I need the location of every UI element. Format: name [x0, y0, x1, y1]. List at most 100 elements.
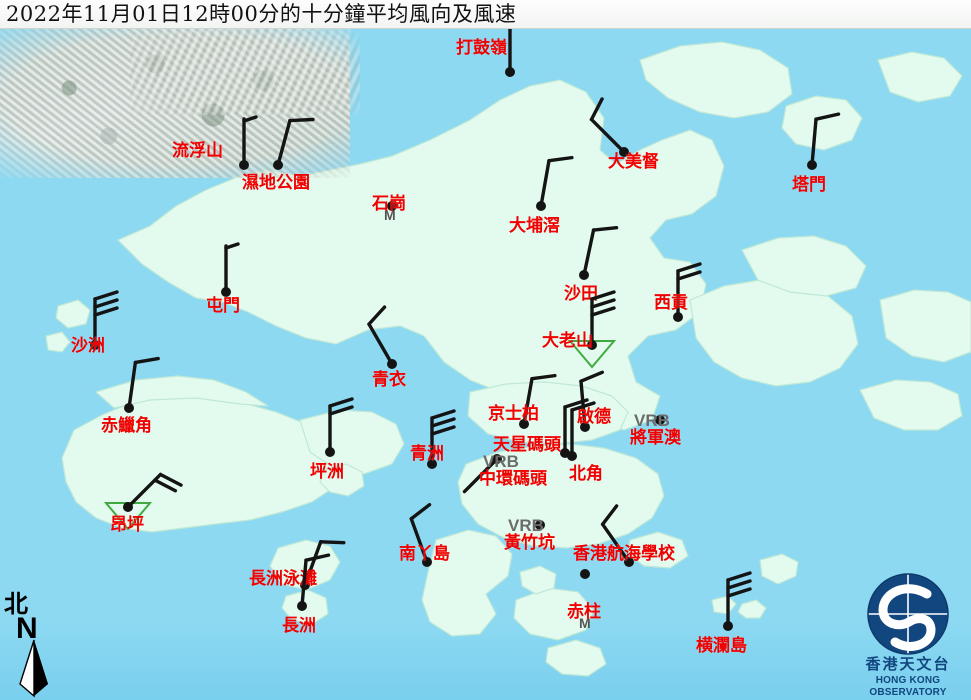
wind-barb-icon	[93, 290, 119, 347]
station-dot	[325, 447, 335, 457]
station-label: 京士柏	[488, 404, 539, 424]
wind-barb-icon	[810, 112, 841, 167]
station-dot	[560, 448, 570, 458]
wind-barb-icon	[589, 97, 626, 154]
station-label: 長洲	[282, 616, 316, 636]
station-dot	[624, 557, 634, 567]
vrb-indicator: VRB	[508, 516, 544, 535]
station-dot	[422, 557, 432, 567]
wind-barb-icon	[579, 370, 604, 429]
wind-barb-icon	[726, 571, 752, 628]
station-label: 沙洲	[71, 336, 105, 356]
logo-label-en: HONG KONG OBSERVATORY	[869, 675, 947, 698]
station-dot	[297, 601, 307, 611]
station-dot	[723, 621, 733, 631]
missing-data-indicator: M	[579, 615, 591, 631]
wind-barb-icon	[328, 397, 354, 454]
station-dot	[567, 451, 577, 461]
station-dot	[90, 340, 100, 350]
station-label: 大埔滘	[509, 216, 560, 236]
station-label: 將軍澳	[630, 428, 681, 448]
station-dot	[536, 201, 546, 211]
station-label: 流浮山	[172, 141, 223, 161]
wind-barb-icon	[367, 305, 394, 366]
compass-label-en: N	[16, 612, 38, 645]
station-label: 塔門	[792, 175, 826, 195]
wind-barb-icon	[590, 290, 616, 347]
wind-barb-icon	[430, 409, 456, 466]
station-label: 横瀾島	[696, 636, 747, 656]
station-label: 中環碼頭	[479, 469, 547, 489]
wind-barb-icon	[522, 373, 557, 426]
page-title: 2022年11月01日12時00分的十分鐘平均風向及風速	[6, 2, 517, 26]
station-dot	[579, 270, 589, 280]
station-dot	[580, 569, 590, 579]
station-label: 青洲	[410, 444, 444, 464]
north-arrow-icon	[19, 639, 48, 698]
station-label: 濕地公園	[242, 173, 310, 193]
wind-barb-icon	[127, 356, 160, 410]
wind-barb-icon	[242, 115, 258, 167]
station-dot	[387, 359, 397, 369]
station-label: 青衣	[372, 370, 406, 390]
wind-barb-icon	[409, 502, 432, 564]
wind-barb-icon	[303, 540, 346, 587]
station-label: 西貢	[654, 293, 688, 313]
wind-barb-icon	[539, 155, 574, 208]
station-label: 石崗	[372, 194, 406, 214]
station-label: 香港航海學校	[573, 544, 675, 564]
wind-barb-icon	[570, 401, 596, 458]
station-dot	[273, 160, 283, 170]
station-label: 沙田	[564, 284, 598, 304]
missing-data-indicator: M	[384, 207, 396, 223]
station-label: 昂坪	[110, 515, 144, 535]
station-dot	[587, 340, 597, 350]
logo-label-cn: 香港天文台	[865, 655, 951, 673]
station-label: 赤鱲角	[101, 416, 152, 436]
station-label: 啟德	[577, 407, 611, 427]
station-dot	[535, 520, 545, 530]
station-label: 打鼓嶺	[456, 38, 507, 58]
station-dot	[519, 419, 529, 429]
wind-barb-icon	[600, 504, 631, 564]
station-dot	[492, 454, 502, 464]
station-dot	[124, 403, 134, 413]
compass-rose: 北 N	[4, 592, 66, 698]
station-label: 南丫島	[399, 544, 450, 564]
vrb-indicator: VRB	[634, 411, 670, 430]
station-dot	[221, 287, 231, 297]
station-label: 赤柱	[567, 602, 601, 622]
sea-deep-band	[0, 620, 971, 700]
hko-logo: 香港天文台 HONG KONG OBSERVATORY	[845, 572, 971, 700]
wind-barb-icon	[276, 117, 315, 167]
station-dot	[505, 67, 515, 77]
station-dot	[655, 415, 665, 425]
wind-barb-icon	[300, 553, 331, 608]
wind-barb-icon	[563, 398, 589, 455]
station-label: 大老山	[542, 331, 593, 351]
station-label: 長洲泳灘	[249, 569, 317, 589]
satellite-imagery-patch-2	[130, 25, 360, 115]
station-dot	[619, 147, 629, 157]
wind-barb-icon	[676, 262, 702, 319]
wind-barb-icon	[224, 242, 240, 294]
station-label: 黃竹坑	[504, 533, 555, 553]
station-label: 大美督	[608, 152, 659, 172]
wind-barb-icon	[126, 472, 183, 509]
station-dot	[239, 160, 249, 170]
station-label: 天星碼頭	[493, 435, 561, 455]
station-dot	[387, 201, 397, 211]
station-dot	[673, 312, 683, 322]
hko-logo-icon	[867, 573, 949, 655]
station-label: 屯門	[206, 296, 240, 316]
station-dot	[123, 502, 133, 512]
station-label: 北角	[569, 464, 603, 484]
wind-barb-icon	[462, 457, 499, 494]
vrb-indicator: VRB	[483, 452, 519, 471]
title-bar: 2022年11月01日12時00分的十分鐘平均風向及風速	[0, 0, 971, 29]
station-dot	[580, 422, 590, 432]
wind-barb-icon	[582, 226, 619, 277]
station-label: 坪洲	[310, 462, 344, 482]
